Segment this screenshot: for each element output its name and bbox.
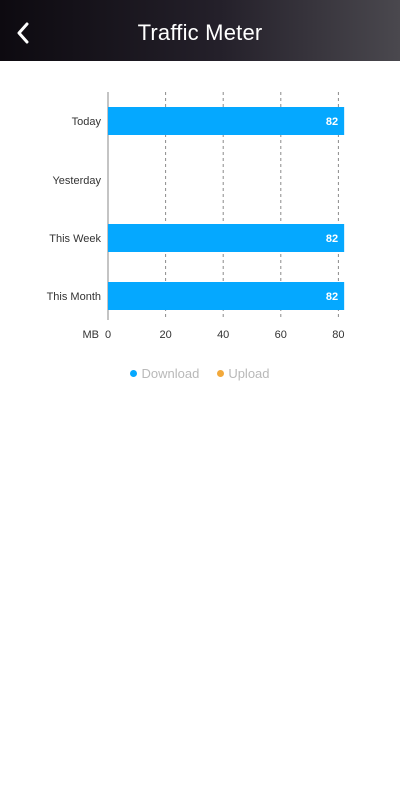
- page-title: Traffic Meter: [137, 20, 263, 45]
- legend-item-download: Download: [130, 366, 199, 381]
- bar-value-label: 82: [326, 291, 338, 303]
- category-label: Today: [72, 116, 102, 128]
- category-label: Yesterday: [52, 175, 101, 187]
- x-tick-label: 80: [332, 329, 344, 341]
- download-bar: [108, 282, 345, 310]
- download-bar: [108, 224, 345, 252]
- x-tick-label: 40: [217, 329, 229, 341]
- bar-value-label: 82: [326, 233, 338, 245]
- category-label: This Week: [49, 233, 101, 245]
- category-label: This Month: [47, 291, 101, 303]
- legend-label-download: Download: [141, 366, 200, 381]
- upload-dot-icon: [217, 370, 225, 377]
- x-tick-label: 0: [105, 329, 111, 341]
- chart-legend: Download Upload: [0, 366, 400, 381]
- app-header: Traffic Meter: [0, 0, 400, 61]
- back-button[interactable]: [8, 18, 38, 48]
- download-bar: [108, 107, 345, 135]
- x-tick-label: 20: [159, 329, 171, 341]
- legend-item-upload: Upload: [217, 366, 270, 381]
- chevron-left-icon: [17, 22, 29, 44]
- traffic-bar-chart: Today Yesterday This Week This Month 82 82 82 0…: [47, 92, 345, 341]
- x-axis-unit-label: MB: [83, 329, 100, 341]
- bar-value-label: 82: [326, 116, 338, 128]
- download-dot-icon: [130, 370, 138, 377]
- legend-label-upload: Upload: [228, 366, 270, 381]
- x-tick-label: 60: [275, 329, 287, 341]
